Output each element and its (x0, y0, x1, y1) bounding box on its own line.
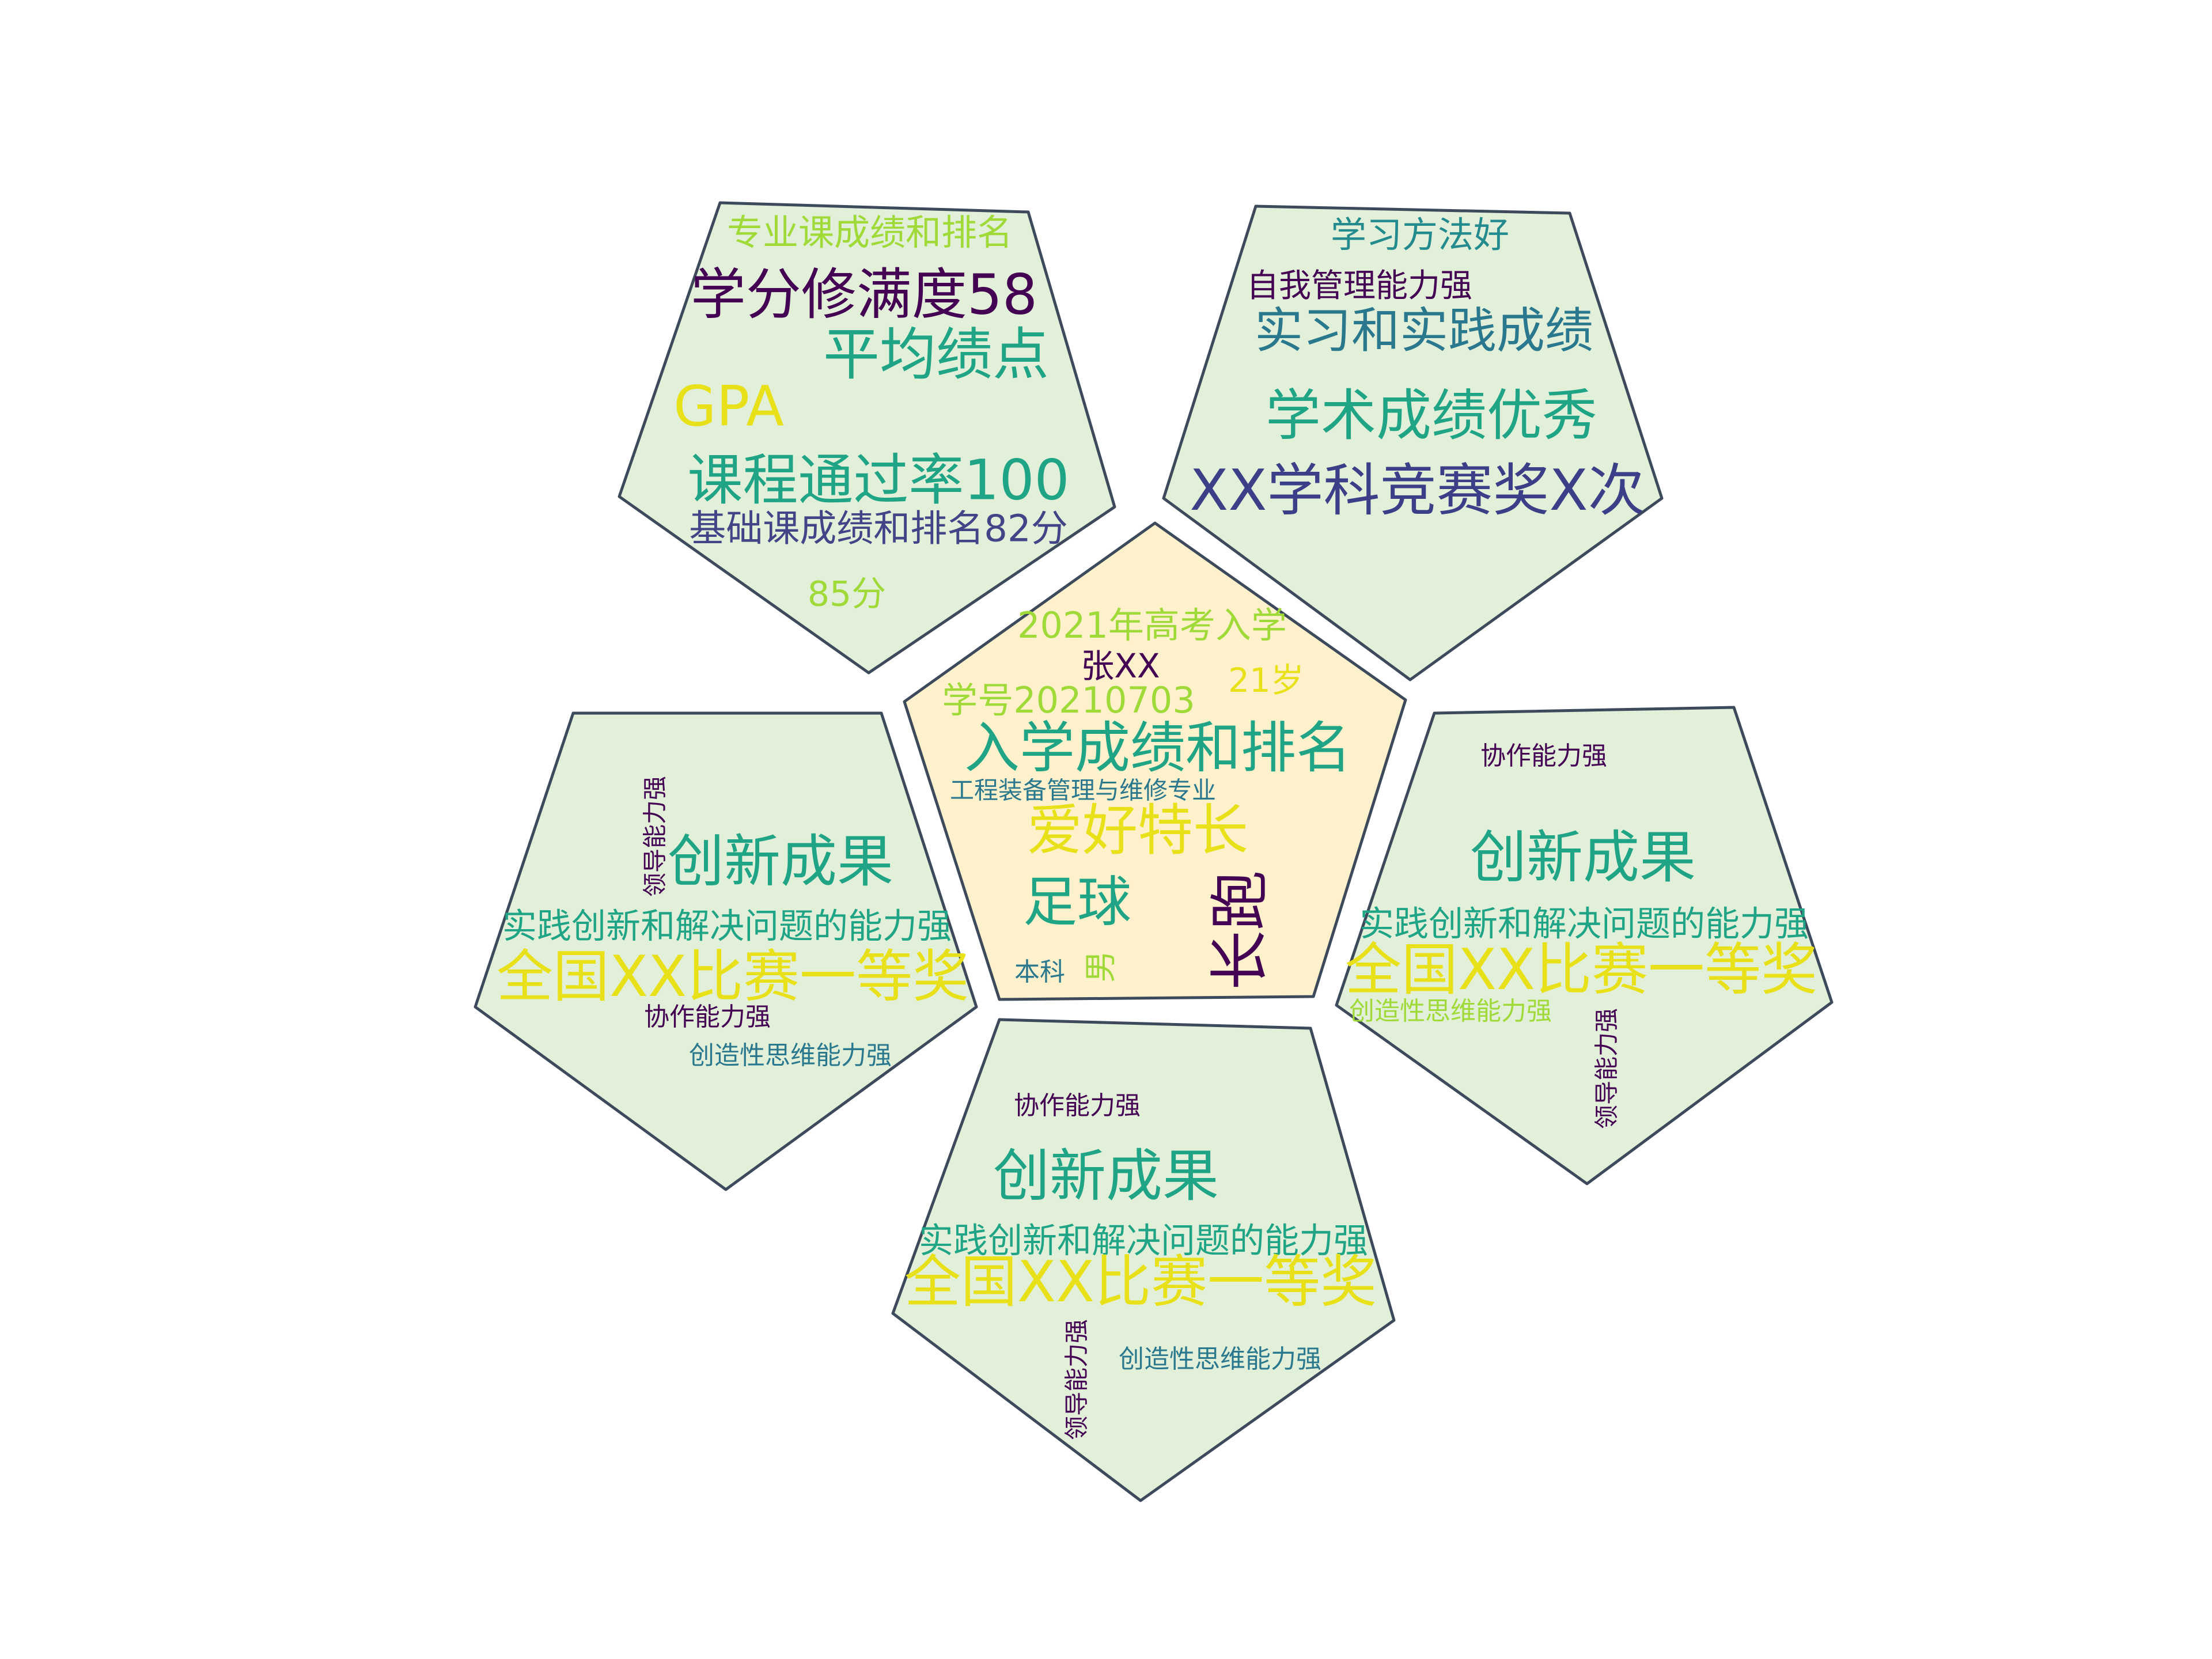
word-gpa: GPA (673, 374, 784, 438)
word-practical-innovation: 实践创新和解决问题的能力强 (502, 907, 952, 947)
petal-left-shape (474, 711, 978, 1191)
word-student-name: 张XX (1081, 646, 1160, 685)
petal-top-right: 学习方法好 自我管理能力强 实习和实践成绩 学术成绩优秀 XX学科竞赛奖X次 (1162, 204, 1664, 681)
word-creative-thinking: 创造性思维能力强 (1349, 997, 1552, 1026)
petal-bottom: 协作能力强 创新成果 实践创新和解决问题的能力强 全国XX比赛一等奖 领导能力强… (891, 1018, 1396, 1502)
word-course-pass-rate: 课程通过率100 (687, 448, 1069, 512)
word-admission-ranking: 入学成绩和排名 (964, 715, 1351, 780)
word-undergraduate: 本科 (1014, 957, 1065, 987)
word-age: 21岁 (1228, 661, 1304, 700)
word-credit-completion: 学分修满度58 (691, 262, 1037, 327)
word-cooperation: 协作能力强 (644, 1002, 771, 1032)
word-basic-course-ranking: 基础课成绩和排名82分 (689, 508, 1067, 551)
word-internship-practice: 实习和实践成绩 (1255, 302, 1593, 359)
word-innovation-results: 创新成果 (993, 1143, 1219, 1209)
word-leadership: 领导能力强 (1593, 1008, 1621, 1129)
petal-bottom-shape (891, 1018, 1396, 1502)
petal-top-left: 专业课成绩和排名 学分修满度58 平均绩点 GPA 课程通过率100 基础课成绩… (618, 201, 1116, 675)
word-hobbies: 爱好特长 (1027, 798, 1248, 862)
word-running: 长跑 (1205, 870, 1275, 990)
petal-right-shape (1335, 706, 1834, 1185)
word-national-first-prize: 全国XX比赛一等奖 (1345, 937, 1817, 1003)
word-student-id: 学号20210703 (942, 679, 1195, 721)
word-creative-thinking: 创造性思维能力强 (1119, 1344, 1321, 1374)
center-pentagon: 2021年高考入学 张XX 21岁 学号20210703 入学成绩和排名 工程装… (903, 521, 1407, 1001)
word-cooperation: 协作能力强 (1014, 1091, 1141, 1120)
center-pentagon-shape (903, 521, 1407, 1001)
word-national-first-prize: 全国XX比赛一等奖 (904, 1249, 1377, 1315)
word-major: 工程装备管理与维修专业 (950, 777, 1216, 805)
word-average-gpa: 平均绩点 (823, 322, 1049, 388)
word-practical-innovation: 实践创新和解决问题的能力强 (919, 1221, 1368, 1262)
petal-left: 领导能力强 创新成果 实践创新和解决问题的能力强 全国XX比赛一等奖 协作能力强… (474, 711, 978, 1191)
word-score-85: 85分 (808, 574, 886, 615)
word-leadership: 领导能力强 (1063, 1319, 1091, 1440)
word-study-method: 学习方法好 (1331, 214, 1509, 256)
word-football: 足球 (1023, 871, 1131, 934)
word-academic-excellence: 学术成绩优秀 (1266, 383, 1597, 448)
word-creative-thinking: 创造性思维能力强 (689, 1041, 892, 1070)
word-major-course-ranking: 专业课成绩和排名 (727, 211, 1013, 253)
word-innovation-results: 创新成果 (1470, 825, 1696, 891)
word-practical-innovation: 实践创新和解决问题的能力强 (1359, 904, 1809, 945)
word-competition-awards: XX学科竞赛奖X次 (1190, 458, 1644, 524)
petal-top-left-shape (618, 201, 1116, 675)
word-cooperation: 协作能力强 (1480, 741, 1607, 771)
word-gender: 男 (1082, 950, 1120, 983)
petal-top-right-shape (1162, 204, 1664, 681)
word-innovation-results: 创新成果 (668, 829, 893, 895)
word-leadership: 领导能力强 (641, 776, 669, 897)
word-admission-year: 2021年高考入学 (1017, 604, 1287, 646)
word-self-management: 自我管理能力强 (1247, 267, 1472, 305)
petal-right: 协作能力强 创新成果 实践创新和解决问题的能力强 全国XX比赛一等奖 创造性思维… (1335, 706, 1834, 1185)
word-national-first-prize: 全国XX比赛一等奖 (497, 944, 969, 1010)
